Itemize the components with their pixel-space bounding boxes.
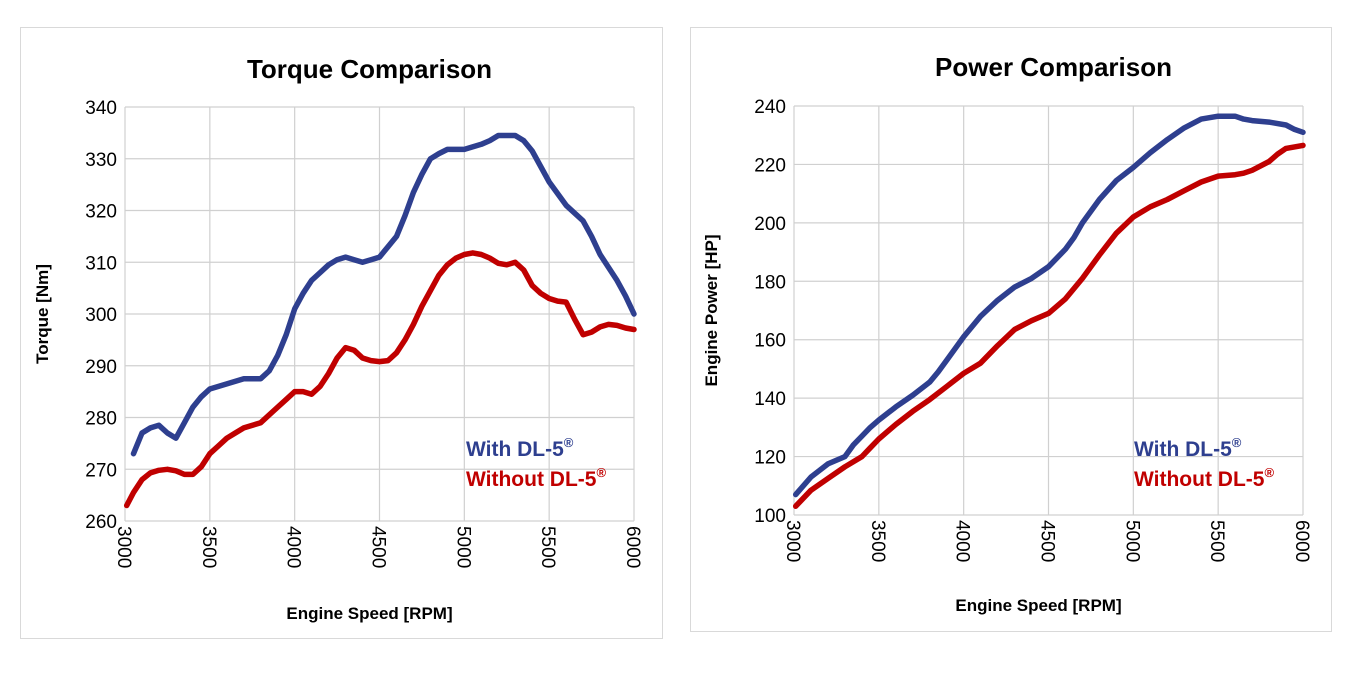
power-legend-entry-with-dl5: With DL-5®	[1134, 435, 1242, 461]
torque-legend-registered-mark: ®	[596, 465, 606, 480]
torque-y-tick-label: 270	[85, 460, 117, 481]
power-x-tick-label: 5000	[1121, 520, 1142, 562]
torque-y-tick-label: 280	[85, 409, 117, 430]
torque-x-tick-label: 6000	[622, 526, 643, 568]
torque-x-tick-label: 3500	[198, 526, 219, 568]
power-chart-panel: Power Comparison 100 120 140 160 180 200 220 240…	[690, 27, 1332, 632]
torque-legend-entry-with-dl5: With DL-5®	[466, 435, 574, 461]
torque-x-axis-label: Engine Speed [RPM]	[286, 604, 452, 623]
power-y-tick-label: 100	[754, 506, 786, 527]
torque-series-line-with-dl5	[130, 132, 637, 457]
torque-gridlines	[124, 106, 635, 522]
power-x-tick-label: 4500	[1037, 520, 1058, 562]
power-y-tick-label: 160	[754, 331, 786, 352]
power-legend-entry-without-dl5: Without DL-5®	[1134, 465, 1274, 491]
power-chart-title: Power Comparison	[935, 52, 1172, 82]
power-legend-registered-mark: ®	[1232, 435, 1242, 450]
power-series-line-without-dl5	[792, 142, 1306, 509]
power-y-tick-label: 200	[754, 214, 786, 235]
power-x-tick-label: 6000	[1291, 520, 1312, 562]
power-x-tick-label: 5500	[1206, 520, 1227, 562]
power-chart: Power Comparison 100 120 140 160 180 200 220 240…	[702, 52, 1312, 615]
torque-chart-title: Torque Comparison	[247, 54, 492, 84]
torque-x-tick-label: 5000	[452, 526, 473, 568]
torque-y-tick-label: 260	[85, 512, 117, 533]
torque-y-tick-label: 340	[85, 98, 117, 119]
power-x-tick-label: 3000	[782, 520, 803, 562]
torque-legend-entry-without-dl5: Without DL-5®	[466, 465, 606, 491]
power-y-tick-label: 220	[754, 155, 786, 176]
power-x-tick-label: 4000	[952, 520, 973, 562]
torque-x-tick-label: 5500	[537, 526, 558, 568]
torque-legend-registered-mark: ®	[564, 435, 574, 450]
torque-x-tick-label: 3000	[113, 526, 134, 568]
power-y-tick-label: 240	[754, 97, 786, 118]
power-y-tick-label: 140	[754, 389, 786, 410]
torque-chart: Torque Comparison 260 270 280 290 300 310 320 33…	[33, 54, 643, 623]
torque-x-tick-label: 4000	[283, 526, 304, 568]
torque-y-tick-label: 310	[85, 253, 117, 274]
torque-y-tick-label: 290	[85, 357, 117, 378]
torque-chart-panel: Torque Comparison 260 270 280 290 300 310 320 33…	[20, 27, 663, 639]
torque-x-tick-label: 4500	[368, 526, 389, 568]
power-x-tick-label: 3500	[867, 520, 888, 562]
torque-y-axis-label: Torque [Nm]	[33, 264, 52, 364]
power-y-tick-label: 180	[754, 272, 786, 293]
power-legend-registered-mark: ®	[1264, 465, 1274, 480]
torque-y-tick-label: 320	[85, 202, 117, 223]
power-x-axis-label: Engine Speed [RPM]	[955, 596, 1121, 615]
torque-y-tick-label: 300	[85, 305, 117, 326]
torque-y-tick-label: 330	[85, 150, 117, 171]
power-y-axis-label: Engine Power [HP]	[702, 234, 721, 386]
power-series-line-with-dl5	[792, 113, 1306, 498]
power-y-tick-label: 120	[754, 448, 786, 469]
torque-series-line-without-dl5	[123, 250, 637, 509]
